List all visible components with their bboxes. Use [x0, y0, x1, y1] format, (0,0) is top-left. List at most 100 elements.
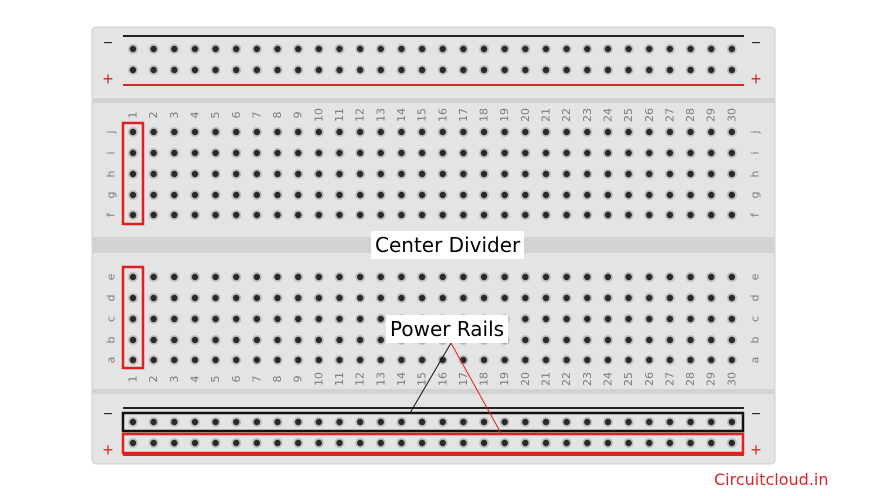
- hole-i-1[interactable]: [128, 148, 138, 158]
- hole-g-19[interactable]: [499, 190, 510, 200]
- hole-h-12[interactable]: [355, 169, 366, 179]
- top-positive-rail-hole-12[interactable]: [355, 65, 366, 75]
- hole-f-9[interactable]: [293, 210, 304, 220]
- hole-f-6[interactable]: [231, 210, 242, 220]
- top-negative-rail-hole-6[interactable]: [231, 44, 242, 54]
- hole-f-14[interactable]: [396, 210, 407, 220]
- hole-e-10[interactable]: [313, 272, 324, 282]
- top-negative-rail-hole-4[interactable]: [189, 44, 200, 54]
- hole-a-20[interactable]: [520, 355, 531, 365]
- hole-a-28[interactable]: [685, 355, 696, 365]
- hole-e-19[interactable]: [499, 272, 510, 282]
- bottom-negative-rail-hole-30[interactable]: [726, 417, 737, 427]
- hole-i-10[interactable]: [313, 148, 324, 158]
- hole-e-7[interactable]: [251, 272, 262, 282]
- hole-f-13[interactable]: [375, 210, 386, 220]
- hole-a-13[interactable]: [375, 355, 386, 365]
- bottom-positive-rail-hole-12[interactable]: [355, 438, 366, 448]
- bottom-positive-rail-hole-22[interactable]: [561, 438, 572, 448]
- hole-b-8[interactable]: [272, 335, 283, 345]
- hole-b-20[interactable]: [520, 335, 531, 345]
- hole-h-27[interactable]: [664, 169, 675, 179]
- hole-h-11[interactable]: [334, 169, 345, 179]
- bottom-positive-rail-hole-21[interactable]: [541, 438, 551, 448]
- hole-g-8[interactable]: [272, 190, 283, 200]
- hole-a-10[interactable]: [313, 355, 324, 365]
- bottom-negative-rail-hole-23[interactable]: [582, 417, 593, 427]
- hole-e-2[interactable]: [148, 272, 159, 282]
- hole-i-26[interactable]: [644, 148, 655, 158]
- top-positive-rail-hole-7[interactable]: [251, 65, 262, 75]
- top-positive-rail-hole-11[interactable]: [334, 65, 345, 75]
- hole-j-8[interactable]: [272, 127, 283, 137]
- bottom-negative-rail-hole-14[interactable]: [396, 417, 407, 427]
- hole-b-10[interactable]: [313, 335, 324, 345]
- hole-a-11[interactable]: [334, 355, 345, 365]
- hole-e-1[interactable]: [128, 272, 138, 282]
- top-negative-rail-hole-5[interactable]: [210, 44, 221, 54]
- bottom-negative-rail-hole-29[interactable]: [706, 417, 717, 427]
- hole-a-25[interactable]: [623, 355, 634, 365]
- bottom-negative-rail-hole-2[interactable]: [148, 417, 159, 427]
- hole-j-20[interactable]: [520, 127, 531, 137]
- bottom-positive-rail-hole-9[interactable]: [293, 438, 304, 448]
- hole-f-26[interactable]: [644, 210, 655, 220]
- top-negative-rail-hole-20[interactable]: [520, 44, 531, 54]
- hole-h-29[interactable]: [706, 169, 717, 179]
- top-positive-rail-hole-10[interactable]: [313, 65, 324, 75]
- hole-b-1[interactable]: [128, 335, 138, 345]
- hole-i-4[interactable]: [189, 148, 200, 158]
- hole-d-9[interactable]: [293, 293, 304, 303]
- hole-a-21[interactable]: [541, 355, 551, 365]
- hole-f-24[interactable]: [602, 210, 613, 220]
- hole-a-22[interactable]: [561, 355, 572, 365]
- hole-f-18[interactable]: [479, 210, 490, 220]
- hole-a-1[interactable]: [128, 355, 138, 365]
- bottom-negative-rail-hole-18[interactable]: [479, 417, 490, 427]
- hole-f-2[interactable]: [148, 210, 159, 220]
- hole-f-12[interactable]: [355, 210, 366, 220]
- top-negative-rail-hole-8[interactable]: [272, 44, 283, 54]
- bottom-negative-rail-hole-6[interactable]: [231, 417, 242, 427]
- bottom-positive-rail-hole-8[interactable]: [272, 438, 283, 448]
- bottom-positive-rail-hole-24[interactable]: [602, 438, 613, 448]
- bottom-positive-rail-hole-4[interactable]: [189, 438, 200, 448]
- bottom-negative-rail-hole-8[interactable]: [272, 417, 283, 427]
- top-negative-rail-hole-12[interactable]: [355, 44, 366, 54]
- hole-f-11[interactable]: [334, 210, 345, 220]
- hole-b-26[interactable]: [644, 335, 655, 345]
- hole-i-22[interactable]: [561, 148, 572, 158]
- hole-b-9[interactable]: [293, 335, 304, 345]
- hole-a-3[interactable]: [169, 355, 180, 365]
- hole-j-25[interactable]: [623, 127, 634, 137]
- hole-i-18[interactable]: [479, 148, 490, 158]
- hole-h-14[interactable]: [396, 169, 407, 179]
- hole-e-28[interactable]: [685, 272, 696, 282]
- bottom-negative-rail-hole-25[interactable]: [623, 417, 634, 427]
- hole-c-1[interactable]: [128, 314, 138, 324]
- hole-d-23[interactable]: [582, 293, 593, 303]
- top-positive-rail-hole-13[interactable]: [375, 65, 386, 75]
- hole-g-7[interactable]: [251, 190, 262, 200]
- hole-e-18[interactable]: [479, 272, 490, 282]
- hole-i-21[interactable]: [541, 148, 551, 158]
- hole-f-15[interactable]: [417, 210, 428, 220]
- top-positive-rail-hole-20[interactable]: [520, 65, 531, 75]
- hole-i-25[interactable]: [623, 148, 634, 158]
- hole-d-4[interactable]: [189, 293, 200, 303]
- hole-c-2[interactable]: [148, 314, 159, 324]
- bottom-positive-rail-hole-19[interactable]: [499, 438, 510, 448]
- hole-a-7[interactable]: [251, 355, 262, 365]
- hole-j-22[interactable]: [561, 127, 572, 137]
- hole-i-13[interactable]: [375, 148, 386, 158]
- bottom-positive-rail-hole-17[interactable]: [458, 438, 469, 448]
- hole-i-14[interactable]: [396, 148, 407, 158]
- hole-g-12[interactable]: [355, 190, 366, 200]
- hole-g-26[interactable]: [644, 190, 655, 200]
- hole-g-20[interactable]: [520, 190, 531, 200]
- hole-g-28[interactable]: [685, 190, 696, 200]
- hole-h-24[interactable]: [602, 169, 613, 179]
- hole-d-7[interactable]: [251, 293, 262, 303]
- hole-c-29[interactable]: [706, 314, 717, 324]
- hole-f-22[interactable]: [561, 210, 572, 220]
